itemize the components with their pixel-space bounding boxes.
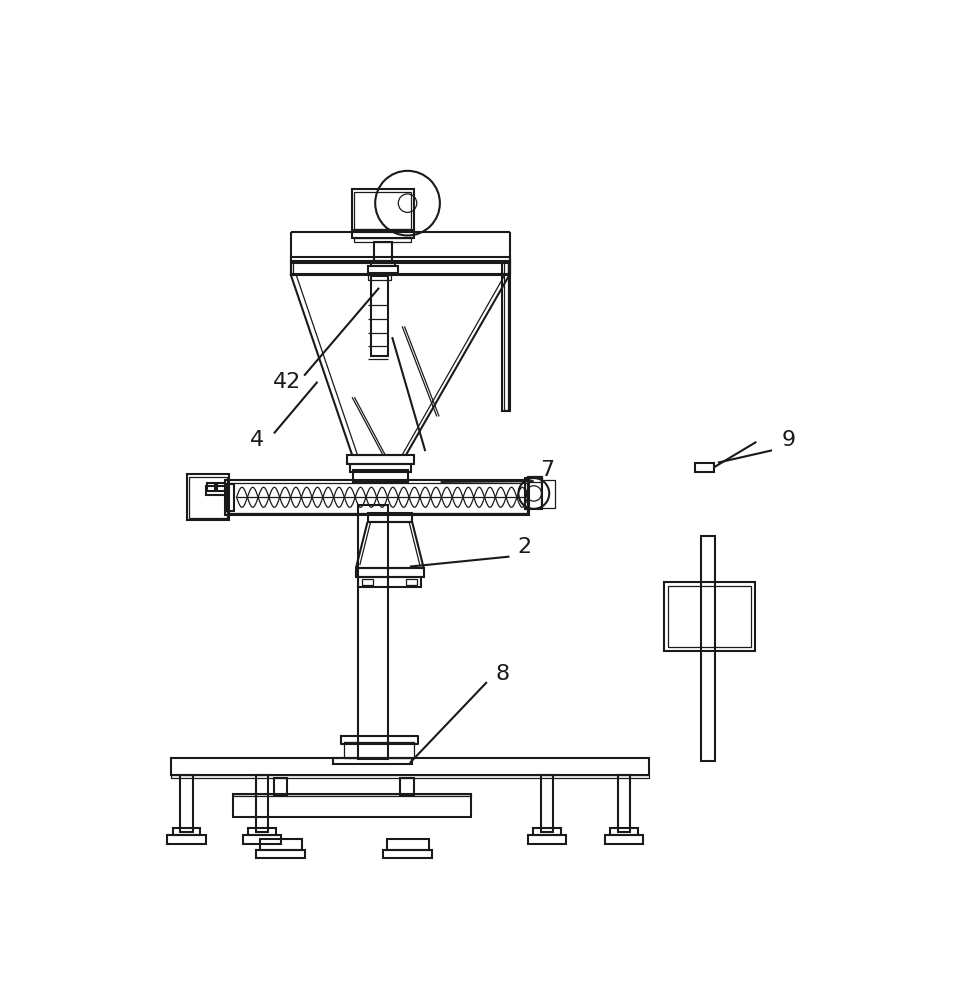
Bar [333,758,413,764]
Bar [667,586,751,647]
Bar [370,261,395,266]
Bar [664,582,755,651]
Bar [355,192,412,229]
Bar [172,774,649,778]
Bar [352,230,414,238]
Bar [617,774,630,832]
Text: 9: 9 [782,430,796,450]
Text: 42: 42 [273,372,301,392]
Bar [218,483,225,491]
Bar [387,839,429,850]
Bar [368,266,398,273]
Bar [359,505,387,759]
Bar [359,577,421,587]
Bar [371,276,388,356]
Bar [180,774,193,832]
Bar [363,579,373,585]
Text: 7: 7 [540,460,555,480]
Bar [695,463,714,472]
Bar [290,261,510,275]
Bar [383,850,432,858]
Bar [290,257,510,263]
Bar [611,828,638,835]
Bar [172,828,201,835]
Bar [541,774,553,832]
Bar [168,835,206,844]
Bar [225,480,529,515]
Bar [225,484,233,511]
Bar [503,261,510,411]
Bar [189,477,226,518]
Bar [400,778,414,795]
Bar [172,758,649,774]
Bar [368,513,413,522]
Text: 8: 8 [495,664,510,684]
Bar [352,189,414,232]
Bar [293,262,508,274]
Text: 4: 4 [250,430,264,450]
Bar [233,794,471,796]
Bar [504,262,509,410]
Text: 2: 2 [517,537,532,557]
Bar [248,828,276,835]
Bar [260,839,302,850]
Bar [227,483,527,513]
Bar [256,774,269,832]
Bar [373,242,392,263]
Bar [186,474,229,520]
Bar [233,794,471,817]
Bar [208,483,215,491]
Bar [347,455,415,464]
Bar [605,835,643,844]
Bar [533,828,561,835]
Bar [350,464,412,472]
Bar [525,478,542,509]
Bar [356,568,423,577]
Bar [527,476,542,482]
Bar [206,486,226,495]
Bar [527,835,566,844]
Bar [256,850,305,858]
Bar [243,835,281,844]
Bar [353,470,409,482]
Bar [355,238,412,242]
Bar [273,778,287,795]
Bar [541,480,555,508]
Bar [368,274,391,280]
Bar [406,579,416,585]
Bar [701,536,714,761]
